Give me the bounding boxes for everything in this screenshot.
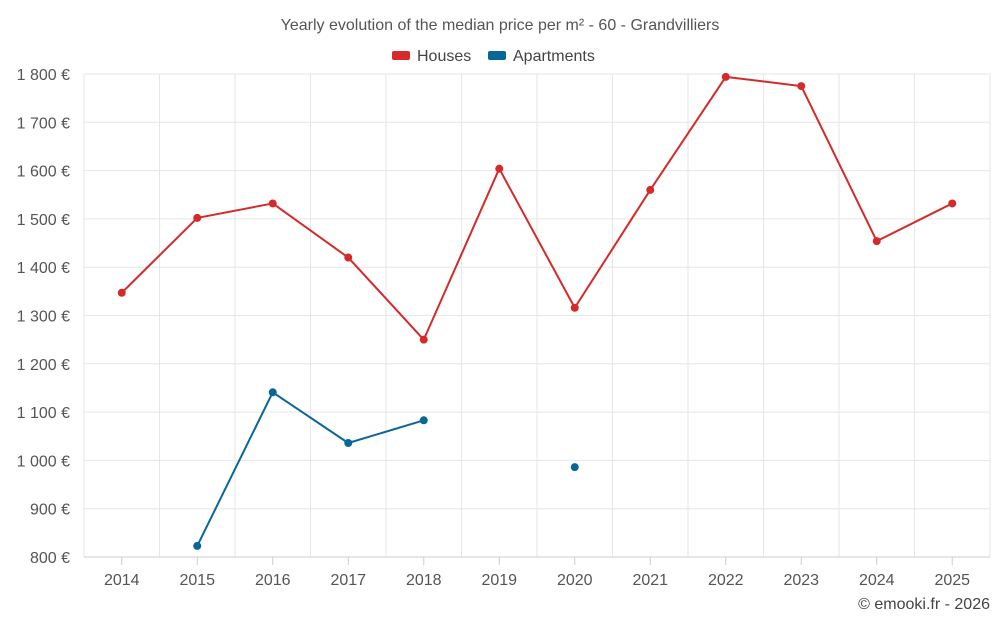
legend-label-houses: Houses [417, 48, 471, 65]
data-point-houses[interactable] [344, 253, 353, 262]
data-point-apartments[interactable] [268, 388, 277, 397]
axes: 800 € 900 € 1 000 € 1 100 € 1 200 € 1 300 € 1 … [17, 67, 990, 589]
x-tick-label: 2022 [708, 572, 744, 589]
grid [83, 73, 991, 558]
data-point-houses[interactable] [721, 72, 730, 81]
legend: Houses Apartments [392, 48, 595, 65]
data-point-apartments[interactable] [419, 416, 428, 425]
x-tick-label: 2021 [632, 572, 668, 589]
data-point-houses[interactable] [268, 199, 277, 208]
series-line-apartments [196, 391, 425, 547]
series [117, 72, 957, 550]
legend-swatch-houses [392, 51, 410, 60]
x-tick-label: 2016 [255, 572, 291, 589]
data-point-houses[interactable] [193, 213, 202, 222]
y-tick-label: 900 € [30, 502, 70, 519]
y-tick-label: 1 400 € [17, 260, 70, 277]
x-tick-label: 2024 [859, 572, 895, 589]
data-point-houses[interactable] [570, 303, 579, 312]
x-tick-label: 2025 [934, 572, 970, 589]
legend-swatch-apartments [488, 51, 506, 60]
legend-item-apartments[interactable]: Apartments [488, 48, 595, 65]
y-tick-label: 1 200 € [17, 357, 70, 374]
x-tick-label: 2023 [783, 572, 819, 589]
data-point-houses[interactable] [872, 237, 881, 246]
y-tick-label: 1 800 € [17, 67, 70, 84]
legend-label-apartments: Apartments [513, 48, 595, 65]
series-line-houses [121, 75, 953, 341]
data-point-houses[interactable] [419, 335, 428, 344]
data-point-apartments[interactable] [344, 439, 353, 448]
x-tick-label: 2019 [481, 572, 517, 589]
x-tick-label: 2018 [406, 572, 442, 589]
y-tick-label: 1 500 € [17, 212, 70, 229]
x-tick-label: 2014 [104, 572, 140, 589]
data-point-houses[interactable] [495, 164, 504, 173]
series-apartments [193, 388, 579, 550]
data-point-houses[interactable] [797, 82, 806, 91]
credit-text: © emooki.fr - 2026 [858, 596, 990, 613]
legend-item-houses[interactable]: Houses [392, 48, 471, 65]
data-point-houses[interactable] [948, 199, 957, 208]
x-tick-label: 2017 [330, 572, 366, 589]
y-tick-label: 1 600 € [17, 164, 70, 181]
x-tick-label: 2020 [557, 572, 593, 589]
data-point-houses[interactable] [646, 185, 655, 194]
data-point-apartments[interactable] [193, 541, 202, 550]
y-tick-label: 1 000 € [17, 453, 70, 470]
y-tick-label: 1 700 € [17, 115, 70, 132]
x-tick-label: 2015 [179, 572, 215, 589]
data-point-apartments[interactable] [570, 463, 579, 472]
y-tick-label: 1 300 € [17, 309, 70, 326]
series-houses [117, 72, 957, 344]
y-tick-label: 800 € [30, 550, 70, 567]
data-point-houses[interactable] [117, 288, 126, 297]
y-tick-label: 1 100 € [17, 405, 70, 422]
chart-title: Yearly evolution of the median price per… [281, 17, 720, 34]
